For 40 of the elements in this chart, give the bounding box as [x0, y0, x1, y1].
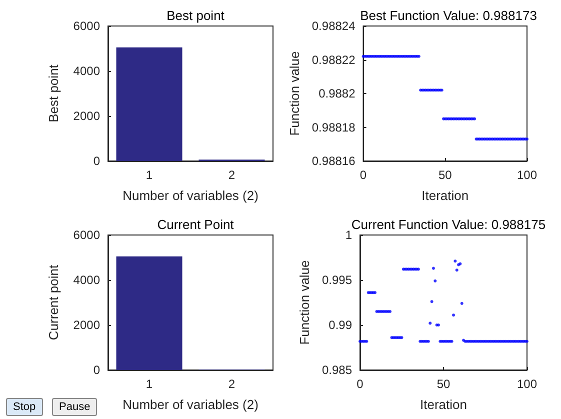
y-tick-label: 6000: [73, 228, 100, 242]
button: Pause: [52, 398, 98, 416]
x-axis-title: Iteration: [422, 188, 469, 203]
y-tick-label: 0.995: [322, 273, 352, 287]
y-tick-label: 0.985: [322, 363, 352, 377]
y-tick-label: 0.98816: [312, 154, 356, 168]
x-tick-label: 100: [516, 377, 538, 391]
x-tick-label: 100: [516, 168, 538, 182]
y-tick-label: 1: [345, 228, 352, 242]
y-axis-title: Function value: [297, 260, 312, 345]
y-axis-title: Function value: [287, 51, 302, 136]
x-tick-label: 2: [228, 168, 236, 182]
y-tick-label: 0: [93, 363, 100, 377]
x-tick-label: 50: [438, 168, 452, 182]
x-axis-title: Number of variables (2): [122, 397, 258, 412]
chart-title: Current Function Value: 0.988175: [351, 217, 546, 232]
y-axis-title: Current point: [46, 264, 61, 340]
x-tick-label: 0: [360, 168, 367, 182]
y-tick-label: 4000: [73, 64, 100, 78]
x-tick-label: 2: [228, 377, 236, 391]
y-tick-label: 0.9882: [318, 86, 356, 100]
x-tick-label: 1: [146, 168, 153, 182]
y-axis-title: Best point: [46, 64, 61, 122]
chart-title: Best Function Value: 0.988173: [360, 8, 537, 23]
x-axis-title: Number of variables (2): [122, 188, 258, 203]
x-tick-label: 1: [146, 377, 153, 391]
chart-title: Best point: [166, 8, 225, 23]
y-tick-label: 0: [93, 154, 100, 168]
y-tick-label: 2000: [73, 109, 100, 123]
y-tick-label: 6000: [73, 19, 100, 33]
y-tick-label: 0.98818: [312, 120, 356, 134]
y-tick-label: 0.98824: [312, 19, 356, 33]
y-tick-label: 2000: [73, 318, 100, 332]
x-axis-title: Iteration: [420, 397, 467, 412]
y-tick-label: 0.98822: [312, 52, 356, 67]
chart-title: Current Point: [157, 217, 234, 232]
y-tick-label: 4000: [73, 273, 100, 287]
button: Stop: [6, 398, 43, 416]
x-tick-label: 50: [436, 377, 450, 391]
y-tick-label: 0.99: [328, 318, 352, 332]
